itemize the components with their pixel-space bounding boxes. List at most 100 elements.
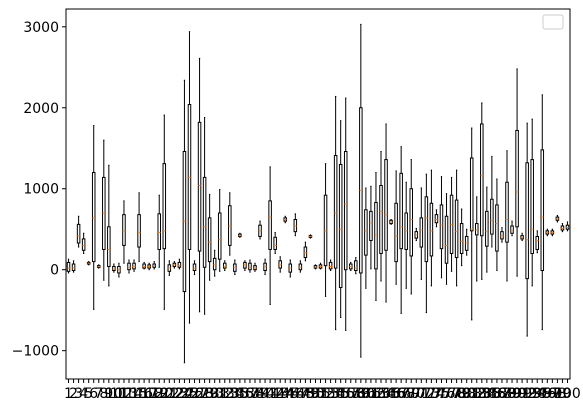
box-61: [369, 185, 373, 270]
box-31: [217, 189, 222, 272]
boxes: [66, 23, 570, 364]
xtick-label: 90: [508, 386, 526, 402]
box-95: [540, 94, 545, 331]
xtick-label: 10: [105, 386, 123, 402]
box-36: [243, 260, 247, 272]
box-iqr: [127, 262, 131, 271]
xtick-label: 55: [332, 386, 350, 402]
xtick-label: 56: [337, 386, 355, 402]
plot-area: [66, 9, 570, 379]
ytick-label: 2000: [23, 101, 59, 117]
box-5: [86, 261, 91, 266]
box-iqr: [107, 226, 111, 267]
xtick-label: 63: [372, 386, 390, 402]
xtick-label: 92: [518, 386, 536, 402]
box-3: [76, 215, 81, 248]
box-6: [91, 125, 96, 310]
box-40: [263, 258, 267, 276]
x-axis: 1234567891011121314151617181920212223242…: [64, 379, 581, 402]
xtick-label: 14: [125, 386, 143, 402]
xtick-label: 50: [307, 386, 325, 402]
box-iqr: [328, 261, 333, 270]
box-28: [202, 116, 207, 315]
box-84: [485, 186, 489, 273]
box-1: [66, 258, 71, 274]
xtick-label: 68: [397, 386, 415, 402]
box-17: [147, 262, 151, 271]
legend-box[interactable]: [542, 14, 564, 30]
box-34: [233, 259, 237, 276]
box-62: [374, 172, 378, 301]
box-iqr: [66, 261, 71, 272]
box-82: [475, 196, 479, 282]
box-iqr: [379, 184, 383, 255]
box-iqr: [394, 202, 398, 263]
xtick-label: 83: [473, 386, 491, 402]
xtick-label: 27: [191, 386, 209, 402]
xtick-label: 5: [84, 386, 93, 402]
box-iqr: [248, 262, 252, 271]
box-37: [248, 259, 252, 273]
xtick-label: 36: [236, 386, 254, 402]
xtick-label: 70: [407, 386, 425, 402]
xtick-label: 99: [554, 386, 572, 402]
box-65: [389, 219, 393, 225]
box-iqr: [202, 176, 207, 268]
xtick-label: 20: [155, 386, 173, 402]
xtick-label: 11: [110, 386, 128, 402]
box-94: [535, 230, 539, 254]
box-91: [520, 232, 524, 242]
box-43: [278, 256, 282, 273]
box-74: [434, 209, 439, 228]
box-iqr: [374, 202, 378, 270]
xtick-label: 95: [533, 386, 551, 402]
xtick-label: 17: [140, 386, 158, 402]
xtick-label: 86: [488, 386, 506, 402]
axes-frame: [65, 8, 571, 380]
xtick-label: 1: [64, 386, 73, 402]
xtick-label: 98: [548, 386, 566, 402]
box-iqr: [444, 215, 449, 264]
xtick-label: 24: [176, 386, 194, 402]
box-68: [404, 181, 408, 289]
box-42: [273, 231, 277, 255]
box-99: [560, 223, 565, 233]
box-48: [303, 241, 308, 262]
xtick-label: 43: [271, 386, 289, 402]
box-8: [102, 139, 106, 281]
xtick-label: 21: [160, 386, 178, 402]
xtick-label: 19: [150, 386, 168, 402]
box-iqr: [510, 225, 514, 234]
xtick-label: 13: [120, 386, 138, 402]
box-57: [349, 261, 353, 272]
box-iqr: [399, 172, 403, 250]
ytick-label: 0: [50, 263, 59, 279]
box-59: [359, 23, 363, 358]
box-73: [429, 169, 434, 287]
xtick-label: 94: [528, 386, 546, 402]
xtick-label: 88: [498, 386, 516, 402]
xtick-label: 2: [69, 386, 78, 402]
legend[interactable]: [542, 14, 564, 30]
box-7: [97, 264, 101, 269]
box-66: [394, 170, 398, 285]
box-44: [283, 215, 288, 224]
box-89: [510, 220, 514, 237]
box-21: [167, 260, 172, 276]
box-iqr: [223, 262, 227, 269]
box-67: [399, 146, 403, 314]
box-16: [142, 261, 146, 270]
box-55: [338, 120, 343, 318]
xtick-label: 25: [181, 386, 199, 402]
box-33: [228, 192, 232, 256]
box-iqr: [157, 213, 161, 250]
xtick-label: 15: [130, 386, 148, 402]
box-iqr: [485, 210, 489, 247]
xtick-label: 49: [302, 386, 320, 402]
axes-background: [66, 9, 570, 379]
xtick-label: 67: [392, 386, 410, 402]
box-29: [207, 193, 212, 281]
box-12: [122, 200, 126, 264]
box-iqr: [505, 181, 509, 243]
